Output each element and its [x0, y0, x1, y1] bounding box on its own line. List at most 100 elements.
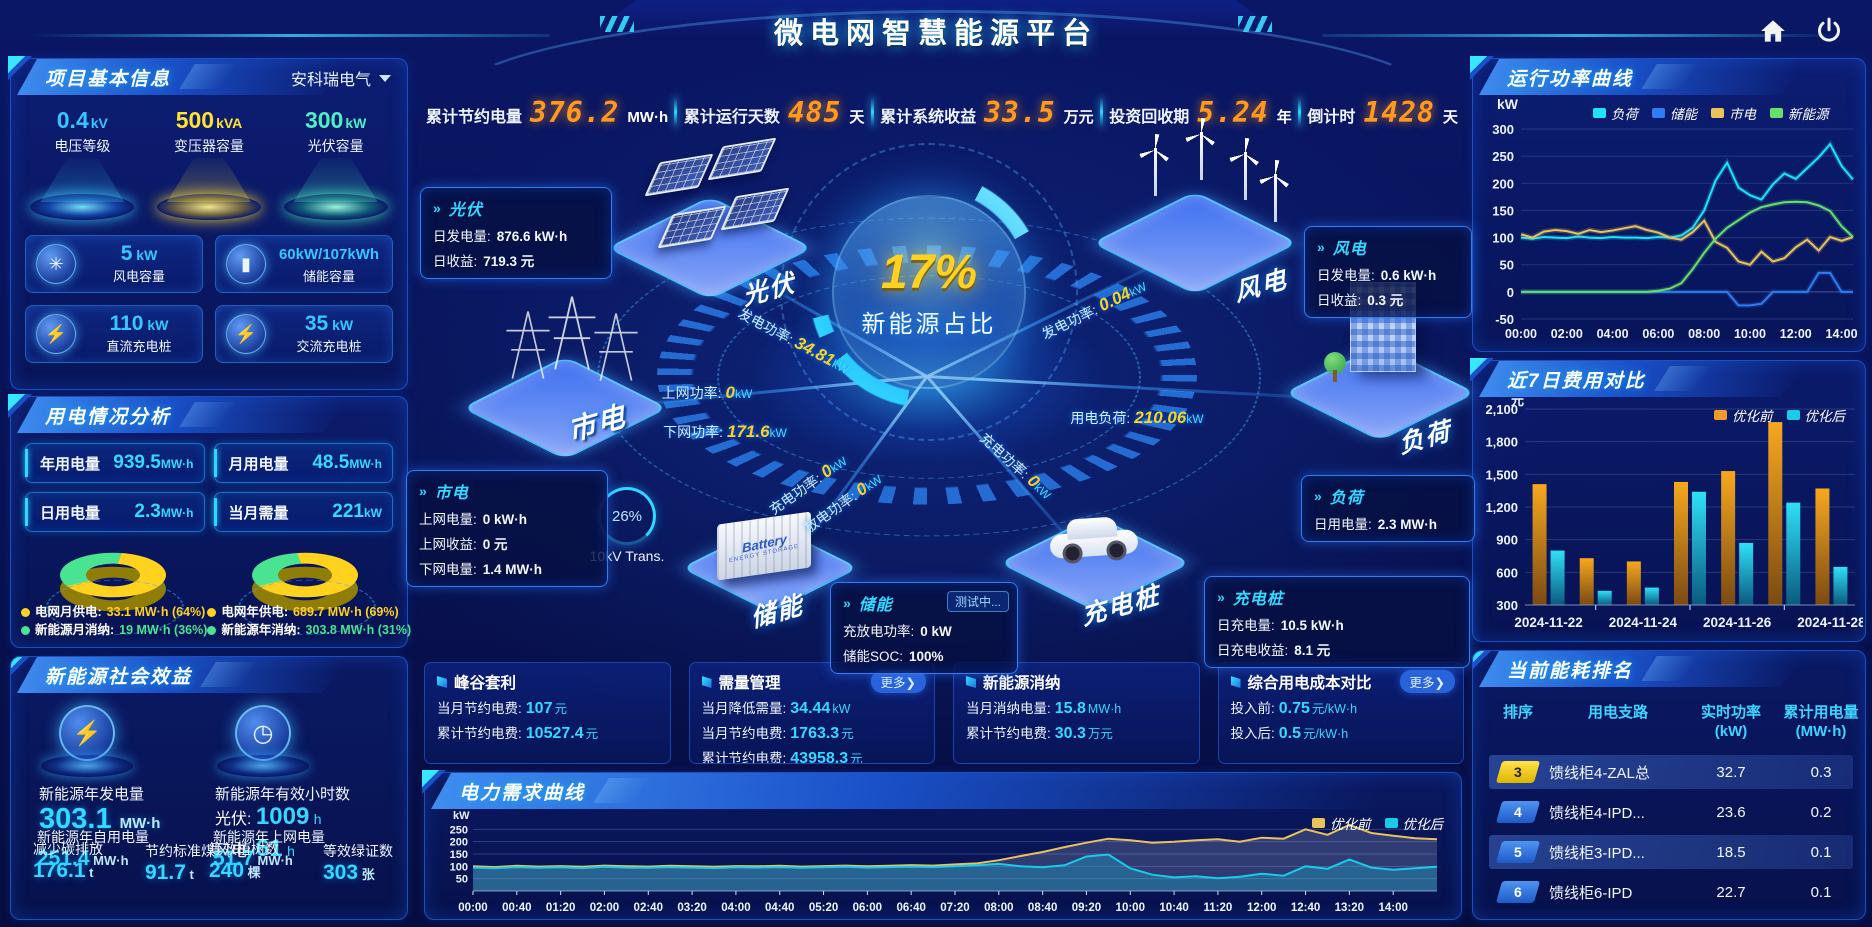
pedestal-value: 0.4 kV	[56, 107, 108, 133]
table-row[interactable]: 5 馈线柜3-IPD... 18.5 0.1	[1489, 835, 1853, 869]
substat-unit: 张	[358, 867, 375, 882]
svg-text:250: 250	[450, 824, 468, 836]
svg-text:200: 200	[450, 837, 468, 849]
legend-item: 储能	[1652, 103, 1697, 123]
renewable-share-sphere: 17% 新能源占比	[832, 195, 1026, 389]
solar-panel-icon	[720, 187, 790, 231]
power-chart: kW -50 0 50 100 150 200 250 300 00:00 02:00 04:00 06…	[1475, 95, 1863, 350]
substat-value: 240	[209, 859, 245, 882]
svg-text:50: 50	[456, 874, 468, 886]
power-chart-legend: 负荷 储能 市电 新能源	[1593, 103, 1829, 123]
svg-text:2024-11-28: 2024-11-28	[1797, 615, 1863, 630]
benefit-row: 投入前: 0.75 元/kW·h	[1231, 697, 1452, 718]
legend-label: 优化前	[1330, 817, 1371, 832]
legend-item: 优化前	[1312, 813, 1371, 833]
energy-flow-diagram: 17% 新能源占比 光伏 风电 市电 Battery ENERGY STORAG…	[406, 118, 1477, 674]
benefit-row: 当月节约电费: 107 元	[437, 697, 658, 718]
power-stat-boxes: 年用电量 939.5MW·h 月用电量 48.5MW·h 日用电量 2.3MW·h 当月需量…	[25, 443, 393, 532]
ben-unit: 元/kW·h	[1303, 727, 1349, 741]
wind-turbine-icon	[1259, 160, 1291, 222]
info-box-title-text: 市电	[434, 485, 469, 502]
capacity-label: 直流充电桩	[106, 339, 172, 354]
benefit-row: 累计节约电费: 43958.3 元	[702, 747, 923, 763]
status-badge: 测试中...	[946, 591, 1009, 612]
benefit-card-title: 综合用电成本对比	[1230, 671, 1452, 693]
legend-label: 新能源月消纳:	[35, 623, 115, 637]
svg-text:01:20: 01:20	[546, 902, 575, 914]
panel-social-benefit: 新能源社会效益 ⚡ ◷ 新能源年发电量 303.1 MW·h 新能源年有效小时数…	[10, 656, 408, 920]
energy-cell: 0.1	[1810, 843, 1832, 861]
power-stat-box: 日用电量 2.3MW·h	[25, 492, 205, 532]
flow-label: 下网功率: 171.6kW	[663, 422, 787, 441]
substat-label: 节约标准煤	[145, 843, 215, 859]
legend-item: 新能源月消纳: 19 MW·h (36%)	[21, 621, 207, 639]
svg-text:10:00: 10:00	[1734, 327, 1766, 341]
pedestal-value: 500 kVA	[175, 107, 243, 133]
legend-swatch-icon	[1312, 818, 1325, 828]
panel-title: 电力需求曲线	[459, 782, 586, 804]
energy-cell: 0.2	[1810, 803, 1832, 821]
svg-text:2024-11-26: 2024-11-26	[1703, 615, 1772, 630]
branch-cell: 馈线柜4-IPD...	[1549, 804, 1645, 822]
corner-icon	[437, 676, 447, 688]
substat-value: 251.4	[37, 847, 90, 870]
substat-label: 新能源年自用电量	[37, 829, 149, 845]
table-row[interactable]: 6 馈线柜6-IPD 22.7 0.1	[1489, 875, 1853, 907]
info-box-title: » 市电	[419, 479, 595, 503]
kpi-label: 倒计时	[1307, 108, 1356, 126]
info-box-row: 日充电量: 10.5 kW·h	[1217, 618, 1344, 633]
demand-chart-legend: 优化前 优化后	[1312, 813, 1443, 833]
chevron-down-icon	[379, 74, 391, 82]
cost-chart: 元 300 600 900 1,200 1,500 1,800 2,100 2024-11-22…	[1475, 393, 1866, 640]
table-row[interactable]: 3 馈线柜4-ZAL总 32.7 0.3	[1489, 755, 1853, 789]
benefit-title-text: 新能源消纳	[983, 675, 1061, 692]
kpi-label: 累计系统收益	[880, 108, 977, 126]
legend-label: 储能	[1670, 107, 1697, 122]
info-box-row: 日用电量: 2.3 MW·h	[1314, 517, 1438, 532]
benefit-title-text: 需量管理	[718, 675, 781, 692]
dc-charger-icon: ⚡	[36, 314, 76, 354]
info-box-title-text: 储能	[858, 597, 893, 614]
power-cell: 18.5	[1716, 843, 1746, 861]
substat-label: 减少碳排放	[33, 841, 103, 857]
legend-label: 优化后	[1402, 817, 1444, 832]
ranking-table-header: 排序 用电支路 实时功率 (kW) 累计用电量 (MW·h)	[1489, 703, 1859, 741]
donut-legend: 电网月供电: 33.1 MW·h (64%) 新能源月消纳: 19 MW·h (3…	[21, 603, 207, 639]
kpi-unit: 天	[1442, 108, 1458, 126]
svg-text:12:00: 12:00	[1247, 902, 1276, 914]
donut-chart	[220, 531, 390, 635]
home-icon[interactable]	[1758, 16, 1788, 46]
benefit-value: 107	[525, 700, 553, 717]
social-substat: 等效绿证数 303 张	[323, 841, 393, 885]
column-header: 排序	[1502, 704, 1533, 721]
more-button[interactable]: 更多❯	[1399, 670, 1455, 693]
stat-unit: MW·h	[160, 506, 194, 520]
panel-demand-curve: 电力需求曲线 优化前 优化后 kW 50 100 150 200 250 00:00 00:40…	[422, 770, 1462, 920]
kpi-item: 累计系统收益 33.5 万元	[880, 96, 1093, 129]
benefit-row: 累计节约电费: 10527.4 元	[437, 722, 658, 743]
stat-label: 月用电量	[228, 455, 289, 473]
more-button[interactable]: 更多❯	[870, 670, 926, 693]
branch-cell: 馈线柜3-IPD...	[1549, 844, 1645, 862]
ben-unit: 元	[841, 727, 854, 741]
panel-power-curve: 运行功率曲线 负荷 储能 市电 新能源 kW -50 0 50 100 150 200 250 300…	[1470, 56, 1866, 352]
power-icon[interactable]	[1814, 16, 1844, 46]
kpi-unit: 万元	[1063, 108, 1094, 126]
donut-legends: 电网月供电: 33.1 MW·h (64%) 新能源月消纳: 19 MW·h (3…	[21, 603, 411, 639]
benefit-card: 需量管理 更多❯ 当月降低需量: 34.44 kW 当月节约电费: 1763.3 元累计节约电…	[688, 662, 935, 764]
storage-info-box: » 储能 测试中... 充放电功率: 0 kW 储能SOC: 100%	[830, 582, 1018, 674]
svg-text:13:20: 13:20	[1335, 902, 1364, 914]
wind-hours: 风电: 61 h	[215, 835, 295, 862]
substat-unit: t	[185, 867, 194, 882]
info-box-row: 上网收益: 0 元	[419, 537, 508, 552]
capacity-value: 35 kW	[304, 312, 354, 335]
svg-text:08:40: 08:40	[1028, 902, 1057, 914]
company-select[interactable]: 安科瑞电气	[291, 66, 391, 90]
header-band	[570, 0, 1302, 50]
stat-unit: kW	[364, 506, 382, 520]
table-row[interactable]: 4 馈线柜4-IPD... 23.6 0.2	[1489, 795, 1853, 829]
legend-value: 33.1 MW·h (64%)	[106, 605, 206, 619]
kpi-separator	[1298, 97, 1302, 127]
benefit-row: 累计节约电费: 30.3 万元	[966, 722, 1187, 743]
panel-title: 新能源社会效益	[45, 666, 193, 688]
